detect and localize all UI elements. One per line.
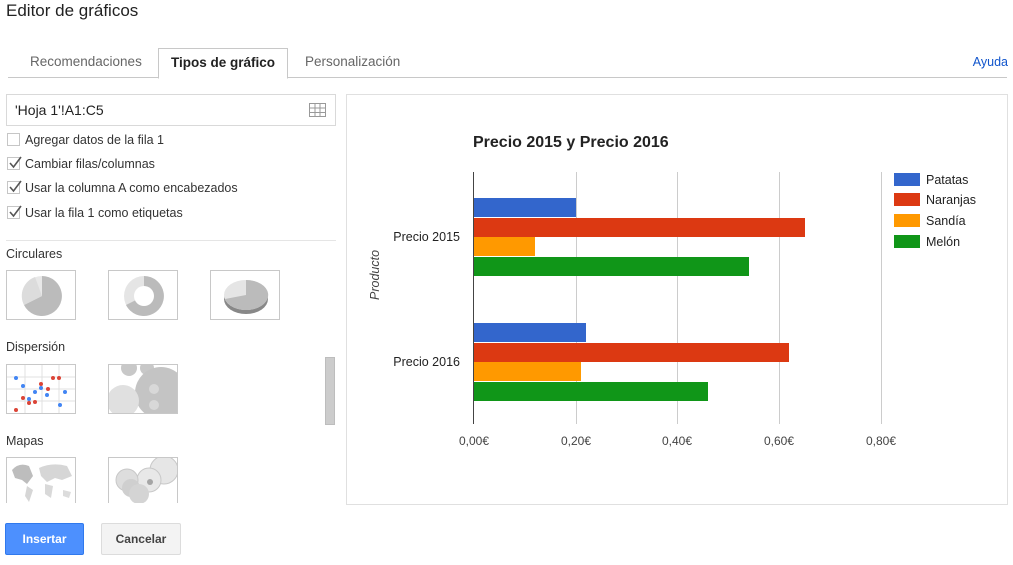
y-axis-line (473, 172, 474, 424)
x-tick-label: 0,00€ (458, 434, 490, 448)
legend-swatch (894, 235, 920, 248)
gridline (677, 172, 678, 424)
option-add-row-1[interactable]: Agregar datos de la fila 1 (7, 132, 164, 150)
checkbox-checked[interactable] (7, 180, 22, 194)
y-category-label: Precio 2016 (393, 355, 460, 369)
bar-patatas (474, 198, 576, 217)
x-tick-label: 0,20€ (560, 434, 592, 448)
legend-item-sandia: Sandía (894, 214, 966, 228)
sidebar-scrollbar[interactable] (325, 357, 335, 425)
bar-melón (474, 256, 749, 276)
section-scatter: Dispersión (6, 340, 66, 354)
x-tick-label: 0,40€ (661, 434, 693, 448)
bar-patatas (474, 323, 586, 342)
bar-melón (474, 381, 708, 401)
option-row-1-labels[interactable]: Usar la fila 1 como etiquetas (7, 205, 183, 223)
tab-recommendations[interactable]: Recomendaciones (30, 54, 142, 69)
geo-chart-thumb[interactable] (6, 457, 76, 503)
x-tick-label: 0,80€ (865, 434, 897, 448)
tab-chart-types[interactable]: Tipos de gráfico (158, 48, 289, 79)
3d-pie-chart-thumb[interactable] (210, 270, 280, 320)
help-link[interactable]: Ayuda (972, 55, 1008, 69)
legend-item-naranjas: Naranjas (894, 193, 976, 207)
gridline (576, 172, 577, 424)
geo-bubble-chart-thumb[interactable] (108, 457, 178, 503)
legend-item-patatas: Patatas (894, 173, 968, 187)
bar-sandía (474, 362, 581, 381)
bar-naranjas (474, 217, 805, 237)
gridline (779, 172, 780, 424)
tab-customization[interactable]: Personalización (305, 54, 401, 69)
bubble-chart-thumb[interactable] (108, 364, 178, 414)
legend-swatch (894, 193, 920, 206)
checkbox-unchecked[interactable] (7, 133, 20, 146)
scatter-chart-thumb[interactable] (6, 364, 76, 414)
legend-item-melon: Melón (894, 235, 960, 249)
data-range-input[interactable]: 'Hoja 1'!A1:C5 (6, 94, 336, 126)
legend-swatch (894, 173, 920, 186)
bar-sandía (474, 237, 535, 256)
checkbox-checked[interactable] (7, 205, 22, 219)
x-tick-label: 0,60€ (763, 434, 795, 448)
data-range-value: 'Hoja 1'!A1:C5 (15, 102, 104, 118)
insert-button[interactable]: Insertar (5, 523, 84, 555)
cancel-button[interactable]: Cancelar (101, 523, 181, 555)
option-column-a-headers[interactable]: Usar la columna A como encabezados (7, 180, 238, 198)
divider (6, 240, 336, 241)
bar-naranjas (474, 342, 789, 362)
donut-chart-thumb[interactable] (108, 270, 178, 320)
section-maps: Mapas (6, 434, 44, 448)
dialog-title: Editor de gráficos (6, 1, 139, 20)
legend-swatch (894, 214, 920, 227)
pie-chart-thumb[interactable] (6, 270, 76, 320)
y-category-label: Precio 2015 (393, 230, 460, 244)
y-axis-title: Producto (368, 249, 382, 300)
section-pie: Circulares (6, 247, 63, 261)
grid-icon[interactable] (309, 103, 326, 117)
checkbox-checked[interactable] (7, 156, 22, 170)
chart-title: Precio 2015 y Precio 2016 (473, 134, 669, 151)
option-switch-rows-columns[interactable]: Cambiar filas/columnas (7, 156, 155, 174)
gridline (881, 172, 882, 424)
tab-bar: Recomendaciones Tipos de gráfico Persona… (8, 48, 1007, 79)
